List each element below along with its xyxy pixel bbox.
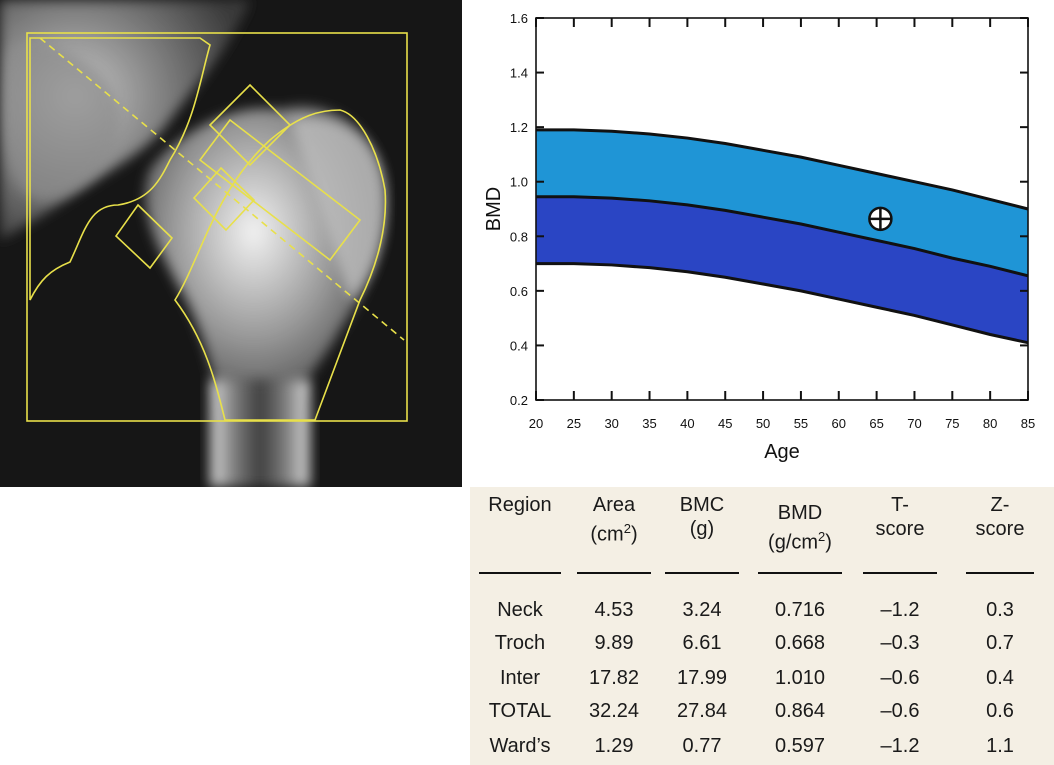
header-line-1: BMC xyxy=(679,494,725,516)
table-cell: Troch xyxy=(494,632,546,654)
table-cell: 1.29 xyxy=(594,735,634,757)
header-line-2: (cm2) xyxy=(590,521,638,546)
table-cell: –0.6 xyxy=(880,667,920,689)
table-cell: –1.2 xyxy=(880,599,920,621)
reference-bands xyxy=(536,128,1029,345)
table-cell: 27.84 xyxy=(676,700,728,722)
y-tick-label: 0.6 xyxy=(510,284,528,299)
table-header-1: Area (cm2) xyxy=(559,493,669,547)
table-header-5: Z-score xyxy=(945,493,1054,541)
table-cell: 0.864 xyxy=(774,700,826,722)
x-tick-label: 80 xyxy=(983,416,997,431)
table-cell: 1.010 xyxy=(774,667,826,689)
x-axis-label: Age xyxy=(764,441,800,463)
x-tick-label: 65 xyxy=(869,416,883,431)
table-cell: TOTAL xyxy=(488,700,552,722)
table-cell: Neck xyxy=(497,599,543,621)
header-line-2: score xyxy=(975,518,1025,540)
x-tick-label: 50 xyxy=(756,416,770,431)
table-cell: 0.4 xyxy=(986,667,1014,689)
y-tick-label: 1.0 xyxy=(510,175,528,190)
x-tick-label: 70 xyxy=(907,416,921,431)
table-cell: 0.6 xyxy=(986,700,1014,722)
plot-area-frame xyxy=(535,17,1029,401)
table-cell: 0.77 xyxy=(682,735,722,757)
header-line-2: score xyxy=(875,518,925,540)
header-line-1: BMD xyxy=(777,502,823,524)
table-cell: 17.82 xyxy=(588,667,640,689)
lower-reference-band xyxy=(536,196,1028,343)
x-tick-label: 45 xyxy=(718,416,732,431)
table-cell: 0.668 xyxy=(774,632,826,654)
header-line-1: Area xyxy=(592,494,636,516)
bmd-reference-chart: 20 25 30 35 40 45 50 55 60 65 70 75 80 85 0.20.40.60.… xyxy=(483,11,1035,463)
y-tick-label: 1.4 xyxy=(510,66,528,81)
header-underline xyxy=(665,572,739,574)
table-cell: 1.1 xyxy=(986,735,1014,757)
x-tick-label: 85 xyxy=(1021,416,1035,431)
table-cell: 4.53 xyxy=(594,599,634,621)
table-cell: 0.3 xyxy=(986,599,1014,621)
y-axis-ticks: 0.2 0.4 0.6 0.8 1.0 1.2 1.4 1.6 xyxy=(510,11,1028,408)
y-tick-label: 1.2 xyxy=(510,120,528,135)
table-cell: 17.99 xyxy=(676,667,728,689)
table-header-4: T-score xyxy=(845,493,955,541)
table-cell: 32.24 xyxy=(588,700,640,722)
y-axis-label: BMD xyxy=(483,187,505,231)
hip-dxa-scan-image xyxy=(0,0,462,487)
reference-curve-2 xyxy=(536,195,1029,278)
x-tick-label: 55 xyxy=(794,416,808,431)
table-cell: 0.597 xyxy=(774,735,826,757)
reference-curve-3 xyxy=(536,262,1029,345)
table-header-3: BMD (g/cm2) xyxy=(745,501,855,555)
x-tick-label: 35 xyxy=(642,416,656,431)
x-tick-label: 30 xyxy=(604,416,618,431)
table-cell: Inter xyxy=(499,667,541,689)
header-underline xyxy=(863,572,937,574)
header-underline xyxy=(577,572,651,574)
header-line-2: (g) xyxy=(689,518,715,540)
table-cell: 3.24 xyxy=(682,599,722,621)
y-tick-label: 0.4 xyxy=(510,338,528,353)
upper-reference-band xyxy=(536,129,1028,276)
x-tick-label: 75 xyxy=(945,416,959,431)
reference-curve-1 xyxy=(536,128,1029,211)
x-tick-label: 25 xyxy=(567,416,581,431)
table-cell: 0.716 xyxy=(774,599,826,621)
y-tick-label: 1.6 xyxy=(510,11,528,26)
table-cell: Ward’s xyxy=(489,735,551,757)
x-tick-label: 20 xyxy=(529,416,543,431)
table-cell: –0.3 xyxy=(880,632,920,654)
header-line-1: T- xyxy=(891,494,909,516)
y-tick-label: 0.8 xyxy=(510,229,528,244)
header-underline xyxy=(966,572,1034,574)
table-cell: 9.89 xyxy=(594,632,634,654)
y-tick-label: 0.2 xyxy=(510,393,528,408)
table-header-2: BMC (g) xyxy=(647,493,757,541)
header-line-1: Region xyxy=(488,494,552,516)
x-tick-label: 40 xyxy=(680,416,694,431)
table-cell: 6.61 xyxy=(682,632,722,654)
table-cell: –0.6 xyxy=(880,700,920,722)
header-line-1: Z- xyxy=(990,494,1010,516)
header-underline xyxy=(479,572,561,574)
header-underline xyxy=(758,572,842,574)
table-cell: 0.7 xyxy=(986,632,1014,654)
x-axis-ticks: 20 25 30 35 40 45 50 55 60 65 70 75 80 85 xyxy=(529,18,1035,431)
patient-bmd-marker xyxy=(868,206,893,232)
header-line-2: (g/cm2) xyxy=(768,529,832,554)
table-cell: –1.2 xyxy=(880,735,920,757)
bmd-results-table: Region Area (cm2) BMC (g) BMD (g/cm2) T-score Z-… xyxy=(470,487,1054,765)
table-header-0: Region xyxy=(465,493,575,517)
x-tick-label: 60 xyxy=(832,416,846,431)
